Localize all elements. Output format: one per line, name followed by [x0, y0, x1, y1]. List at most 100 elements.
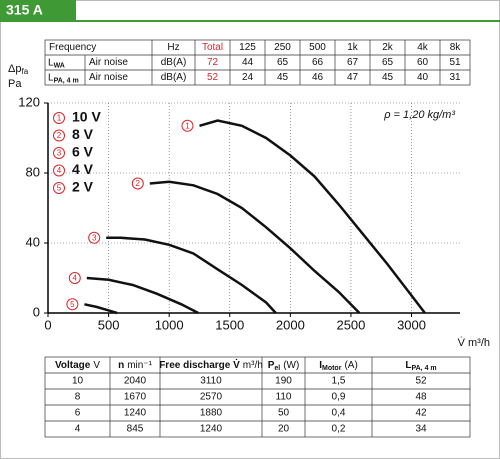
table-cell: 65: [382, 57, 394, 68]
marker-number: 5: [70, 300, 75, 309]
text-part: Δp: [8, 63, 21, 75]
marker-circle: [131, 177, 144, 190]
marker-circle: [181, 119, 194, 132]
title: 315 A: [6, 2, 43, 18]
table-cell: 3110: [200, 376, 222, 387]
table-border: [44, 39, 471, 86]
text-part: (W): [283, 360, 299, 371]
table-cell: 52: [207, 72, 219, 83]
y-tick-label: 0: [33, 304, 40, 319]
table-cell: dB(A): [161, 72, 187, 83]
marker-number: 4: [73, 274, 78, 283]
row-label: Air noise: [89, 57, 128, 68]
curve: [106, 236, 277, 314]
text-part: el: [274, 365, 280, 372]
table-header: 4k: [417, 42, 429, 53]
table-cell: 0,4: [332, 408, 346, 419]
row-label: Air noise: [89, 72, 128, 83]
marker-circle: [53, 182, 65, 194]
table-cell: 10: [72, 376, 84, 387]
curve: [84, 303, 118, 315]
marker-circle: [53, 112, 65, 124]
text-part: I: [319, 360, 322, 371]
table-cell: 0,2: [332, 424, 346, 435]
table-cell: 1880: [200, 408, 223, 419]
x-tick-label: 1000: [155, 317, 184, 332]
x-tick-label: 1500: [215, 317, 244, 332]
text-part: (A): [344, 360, 357, 371]
x-tick-label: 2000: [276, 317, 305, 332]
table-header: IMotor (A): [319, 360, 358, 372]
table-cell: 40: [417, 72, 429, 83]
table-cell: 0,9: [332, 392, 346, 403]
x-tick-label: 0: [44, 317, 51, 332]
marker-number: 2: [136, 179, 141, 188]
legend-label: 4 V: [72, 161, 94, 177]
annotation: ρ = 1,20 kg/m³: [383, 109, 455, 121]
table-header: 125: [239, 42, 256, 53]
table-cell: 67: [347, 57, 359, 68]
table-cell: 47: [347, 72, 359, 83]
table-cell: 46: [312, 72, 324, 83]
table-header: 250: [274, 42, 291, 53]
x-tick-label: 2500: [336, 317, 365, 332]
text-part: n: [118, 360, 124, 371]
marker-number: 4: [57, 166, 62, 175]
table-cell: 2040: [124, 376, 147, 387]
y-axis-unit: Pa: [8, 78, 22, 90]
curve: [86, 276, 199, 315]
text-part: V: [93, 360, 100, 371]
x-tick-label: 500: [98, 317, 120, 332]
table-cell: 44: [242, 57, 254, 68]
marker-number: 2: [57, 131, 62, 140]
x-tick-label: 3000: [397, 317, 426, 332]
marker-circle: [68, 272, 81, 284]
table-cell: 31: [449, 72, 461, 83]
table-cell: 45: [382, 72, 394, 83]
legend-label: 8 V: [72, 126, 94, 142]
table-cell: 66: [312, 57, 324, 68]
text-part: P: [268, 360, 275, 371]
table-cell: 8: [75, 392, 81, 403]
table-cell: 2570: [200, 392, 223, 403]
text-part: PA, 4 m: [411, 365, 436, 372]
marker-circle: [53, 129, 65, 142]
table-header: 1k: [347, 42, 359, 53]
marker-circle: [66, 298, 79, 311]
y-tick-label: 120: [18, 94, 40, 109]
table-header: Frequency: [49, 42, 96, 53]
table-cell: 1670: [124, 392, 147, 403]
legend-label: 2 V: [72, 179, 94, 195]
y-axis-label: Δpfa: [8, 63, 29, 76]
table-cell: 65: [277, 57, 289, 68]
table-cell: 52: [415, 376, 427, 387]
table-cell: 20: [278, 424, 290, 435]
row-symbol: LWA: [48, 57, 65, 69]
text-part: WA: [54, 62, 65, 69]
text-part: L: [48, 72, 54, 83]
marker-number: 1: [185, 121, 190, 130]
y-tick-label: 80: [26, 164, 40, 179]
marker-number: 3: [92, 233, 97, 242]
table-header: n min⁻¹: [118, 360, 153, 371]
table-cell: 110: [276, 392, 292, 403]
text-part: Voltage: [55, 360, 91, 371]
text-part: m³/h: [243, 360, 263, 371]
table-header: Voltage V: [55, 360, 100, 371]
y-tick-label: 40: [26, 234, 40, 249]
table-header: 500: [309, 42, 326, 53]
table-header: 2k: [382, 42, 394, 53]
table-cell: 190: [275, 376, 292, 387]
table-cell: 34: [415, 424, 427, 435]
table-header: Total: [202, 42, 223, 53]
marker-circle: [53, 164, 65, 177]
table-header: Pel (W): [268, 360, 300, 372]
x-axis-label: V̇ m³/h: [458, 336, 490, 349]
marker-circle: [53, 147, 65, 159]
table-cell: 845: [127, 424, 144, 435]
table-cell: 60: [417, 57, 429, 68]
legend-label: 10 V: [72, 109, 101, 125]
text-part: fa: [21, 67, 28, 76]
